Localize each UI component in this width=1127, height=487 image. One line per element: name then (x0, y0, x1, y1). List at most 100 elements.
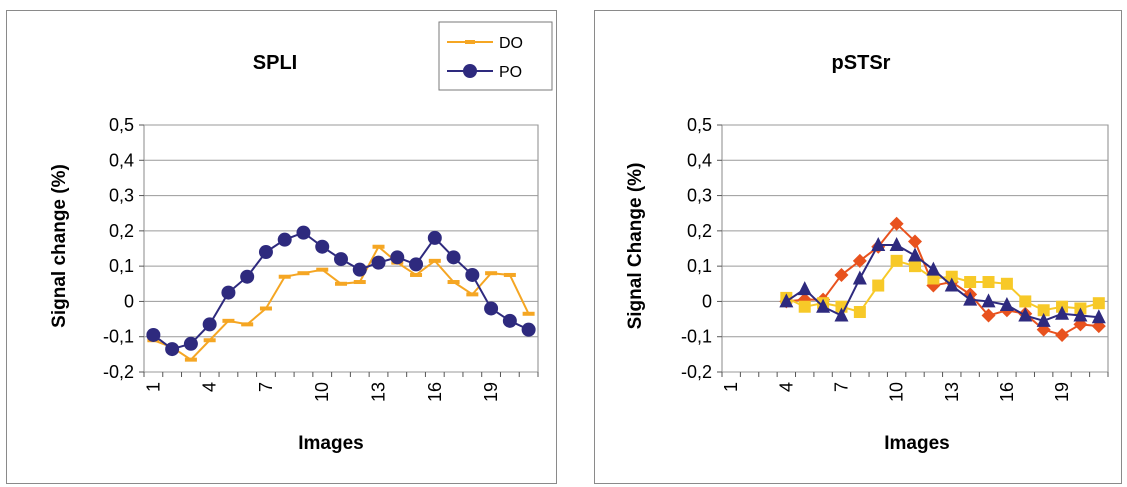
y-tick-label: 0,1 (687, 256, 712, 276)
data-point (428, 258, 441, 263)
data-point (371, 255, 386, 270)
data-point (890, 254, 903, 267)
x-tick-label: 10 (312, 382, 332, 402)
y-tick-label: 0,2 (687, 221, 712, 241)
data-point (945, 270, 958, 283)
y-tick-label: 0,4 (687, 150, 712, 170)
data-point (852, 253, 867, 268)
data-point (908, 247, 922, 262)
data-point (889, 236, 904, 251)
data-point (1000, 277, 1013, 290)
data-point (335, 281, 347, 286)
data-point (353, 280, 366, 285)
y-tick-label: 0,2 (109, 221, 134, 241)
x-tick-label: 13 (369, 382, 389, 402)
x-tick-label: 10 (887, 382, 907, 402)
data-point (410, 272, 423, 277)
data-point (297, 271, 310, 276)
data-point (427, 230, 442, 245)
data-point (502, 313, 517, 328)
data-point (409, 257, 424, 272)
y-axis-title: Signal Change (%) (625, 163, 646, 330)
data-point (1018, 307, 1033, 322)
chart-panel-pstsr: pSTSr Images Signal Change (%) -0,2 -0,1 0… (594, 10, 1122, 484)
data-point (485, 271, 498, 276)
data-point (466, 292, 479, 297)
y-tick-label: 0,5 (109, 115, 134, 135)
x-tick-label: 7 (831, 382, 851, 392)
chart-svg-spli: SPLI Images Signal change (%) -0,2 -0,1 0 0… (49, 21, 553, 454)
plot-area: -0,2 -0,1 0 0,1 0,2 0,3 0,4 0,5 1 4 7 10 13 16 19 (681, 115, 1109, 402)
data-point (521, 322, 536, 337)
data-point (258, 245, 273, 260)
data-point (484, 301, 499, 316)
data-point (871, 236, 886, 251)
data-point (184, 357, 197, 362)
data-point (1055, 305, 1070, 320)
y-tick-label: 0,4 (109, 150, 134, 170)
x-tick-label: 4 (776, 382, 796, 392)
data-point (872, 279, 885, 292)
data-point (1091, 309, 1106, 324)
data-point (816, 298, 831, 313)
y-tick-label: 0 (702, 291, 712, 311)
y-tick-label: -0,1 (103, 327, 134, 347)
x-axis-title: Images (884, 433, 949, 454)
chart-svg-pstsr: pSTSr Images Signal Change (%) -0,2 -0,1 0… (625, 52, 1109, 454)
data-point (390, 250, 405, 265)
data-point (447, 280, 460, 285)
y-tick-label: -0,1 (681, 327, 712, 347)
data-point (1055, 327, 1070, 342)
chart-panel-spli: SPLI Images Signal change (%) -0,2 -0,1 0 0… (6, 10, 557, 484)
data-point (1073, 307, 1088, 322)
plot-frame (143, 124, 539, 373)
data-point (316, 267, 329, 272)
data-point (352, 262, 367, 277)
y-tick-label: 0 (124, 291, 134, 311)
legend-box (438, 21, 553, 91)
data-point (202, 317, 217, 332)
x-tick-label: 19 (1052, 382, 1072, 402)
data-point (372, 244, 385, 249)
data-point (889, 216, 904, 231)
legend-marker-po (463, 64, 477, 78)
data-point (222, 318, 235, 323)
data-point (981, 308, 996, 323)
data-point (999, 296, 1014, 311)
x-tick-label: 16 (425, 382, 445, 402)
x-tick-label: 16 (997, 382, 1017, 402)
x-axis-title: Images (298, 433, 363, 454)
data-point (334, 252, 348, 267)
data-point (909, 260, 921, 273)
x-tick-label: 13 (942, 382, 962, 402)
x-tick-label: 4 (200, 382, 220, 392)
data-point (908, 234, 922, 249)
data-point (944, 277, 959, 292)
legend: DO PO (438, 21, 553, 91)
data-point (779, 293, 794, 308)
data-point (165, 342, 180, 357)
x-tick-label: 7 (256, 382, 276, 392)
data-point (183, 336, 198, 351)
chart-title: SPLI (253, 52, 297, 74)
x-tick-label: 19 (481, 382, 501, 402)
data-point (964, 276, 977, 289)
data-point (296, 225, 311, 240)
x-tick-label: 1 (721, 382, 741, 392)
y-tick-label: -0,2 (681, 362, 712, 382)
data-point (259, 306, 272, 311)
y-tick-label: 0,1 (109, 256, 134, 276)
data-point (1019, 295, 1032, 308)
data-point (798, 300, 811, 313)
data-point (203, 338, 216, 343)
plot-area: -0,2 -0,1 0 0,1 0,2 0,3 0,4 0,5 1 4 7 10 13 16 19 (103, 115, 539, 402)
y-tick-label: 0,3 (109, 186, 134, 206)
data-point (834, 267, 849, 282)
data-point (963, 291, 978, 306)
y-tick-label: 0,3 (687, 186, 712, 206)
data-point (503, 272, 516, 277)
data-point (240, 269, 255, 284)
data-point (146, 327, 161, 342)
data-point (981, 293, 996, 308)
data-point (852, 270, 867, 285)
